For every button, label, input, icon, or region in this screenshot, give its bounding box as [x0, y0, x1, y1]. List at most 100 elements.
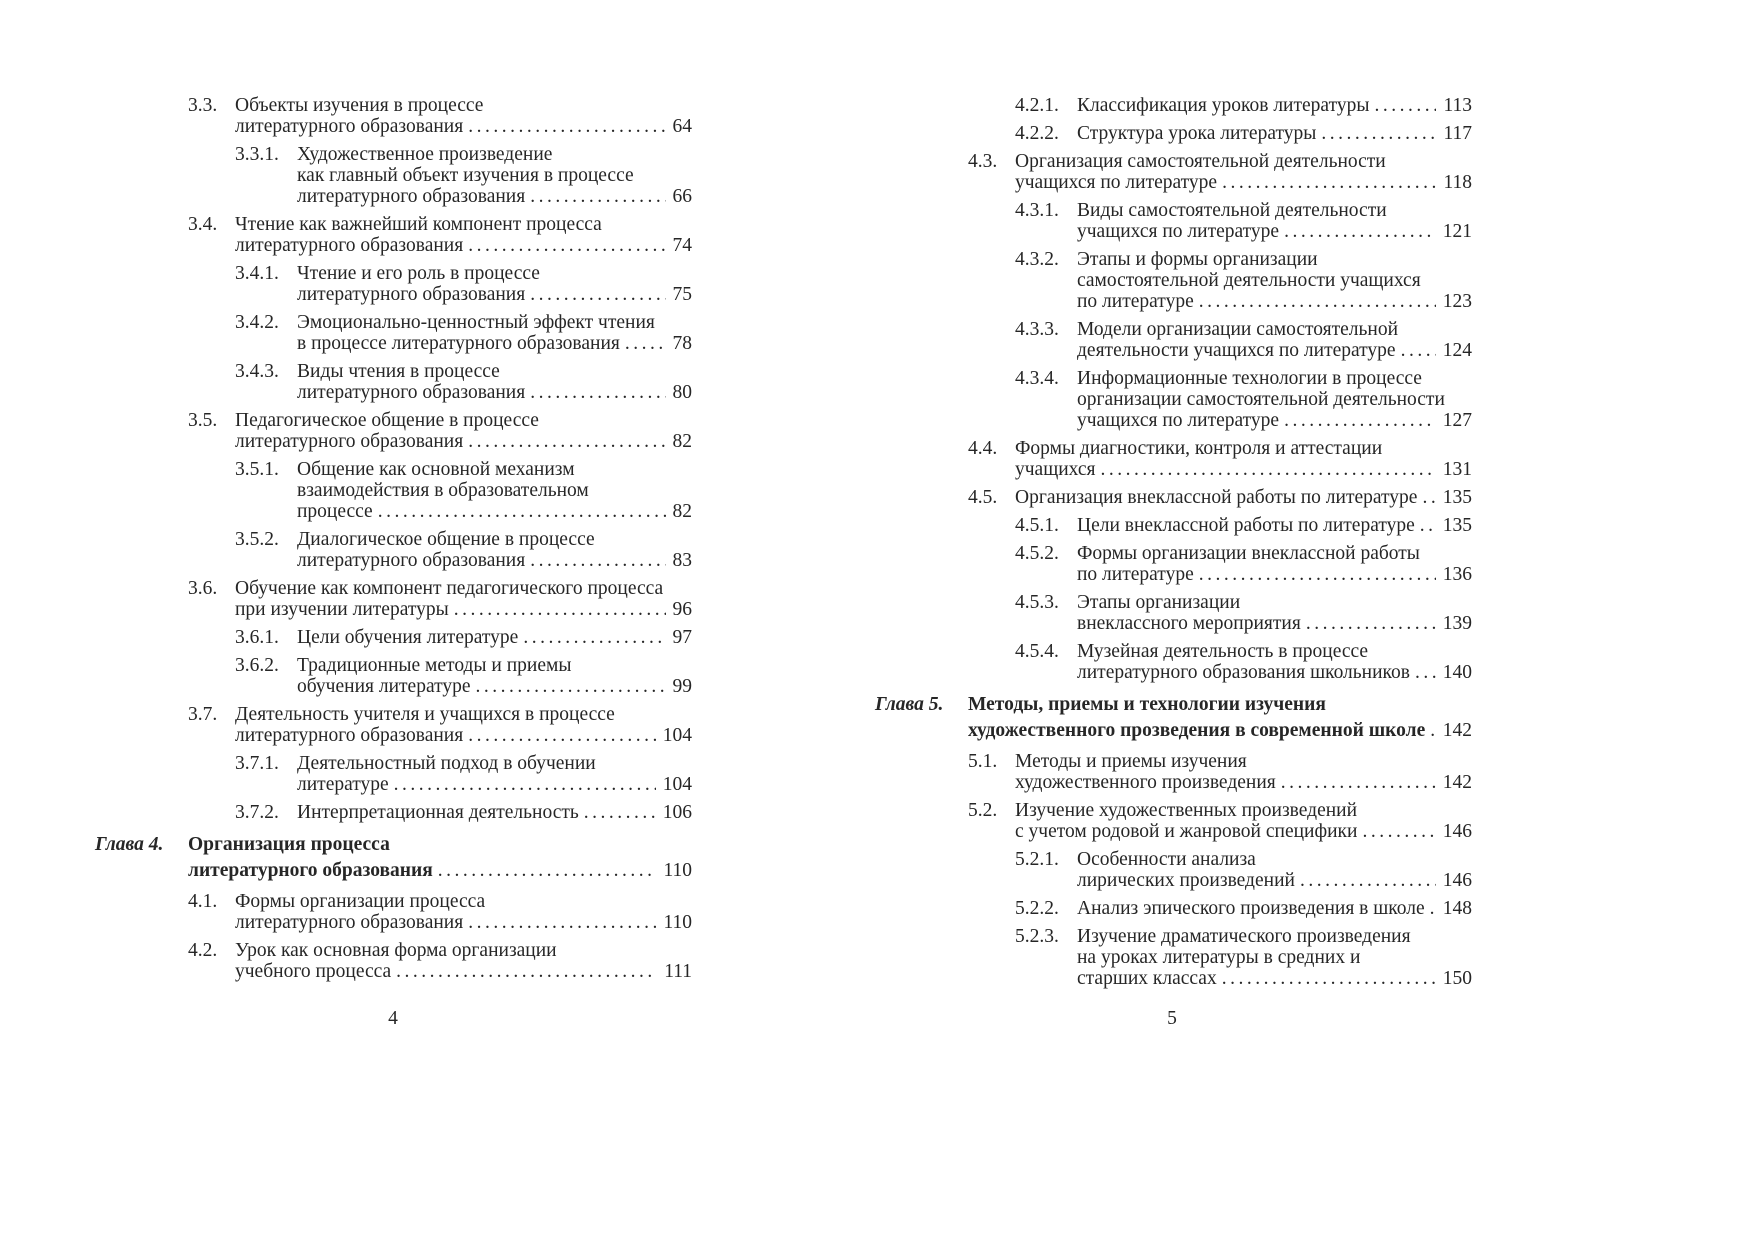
toc-entry-page: 83 [672, 550, 693, 571]
toc-entry: 4.3.3. Модели организации самостоятельной… [1015, 319, 1472, 361]
toc-entry: 3.7. Деятельность учителя и учащихся в пр… [188, 704, 692, 746]
toc-entry-title: Обучение как компонент педагогического п… [235, 578, 692, 620]
toc-entry-title-line: художественного произведения [1015, 772, 1276, 793]
toc-entry: 4.2.1. Классификация уроков литературы 113 [1015, 95, 1472, 116]
toc-entry-page: 82 [672, 501, 693, 522]
toc-entry-title-line: Обучение как компонент педагогического п… [235, 578, 664, 599]
toc-entry: 4.5.4. Музейная деятельность в процессе ли… [1015, 641, 1472, 683]
toc-entry: 3.7.2. Интерпретационная деятельность 106 [235, 802, 692, 823]
toc-entry-page: 106 [662, 802, 692, 823]
toc-entry-number: 3.5.1. [235, 459, 279, 480]
toc-entry-title: Художественное произведение как главный о… [297, 144, 692, 207]
toc-entry-number: 4.3.3. [1015, 319, 1059, 340]
toc-entry-page: 96 [672, 599, 693, 620]
toc-entry-title-line: Формы организации процесса [235, 891, 486, 912]
dot-leader [584, 802, 656, 823]
toc-entry-number: 3.3. [188, 95, 218, 116]
toc-entry-title-line: на уроках литературы в средних и [1077, 947, 1361, 968]
toc-entry-page: 146 [1442, 821, 1472, 842]
toc-entry-page: 142 [1442, 772, 1472, 793]
toc-entry-title-line: при изучении литературы [235, 599, 449, 620]
toc-entry-page: 140 [1442, 662, 1472, 683]
toc-entry-title-line: литературного образования [235, 116, 464, 137]
dot-leader [468, 235, 665, 256]
toc-entry: 4.5.2. Формы организации внеклассной рабо… [1015, 543, 1472, 585]
toc-entry-title-line: лирических произведений [1077, 870, 1295, 891]
toc-entry-title-line: Традиционные методы и приемы [297, 655, 572, 676]
toc-entry-number: 4.2. [188, 940, 218, 961]
toc-entry: 3.6.1. Цели обучения литературе 97 [235, 627, 692, 648]
toc-entry-title: Музейная деятельность в процессе литерату… [1077, 641, 1472, 683]
toc-entry-page: 74 [672, 235, 693, 256]
toc-entry-title-line: литературного образования школьников [1077, 662, 1410, 683]
toc-page-right: 4.2.1. Классификация уроков литературы 113… [875, 95, 1472, 996]
toc-entry-number: 4.5.2. [1015, 543, 1059, 564]
toc-entry-number: 4.5. [968, 487, 998, 508]
dot-leader [1281, 772, 1436, 793]
toc-entry: 4.5.3. Этапы организации внеклассного меро… [1015, 592, 1472, 634]
toc-entry-page: 135 [1442, 515, 1472, 536]
toc-entry-title-line: в процессе литературного образования [297, 333, 620, 354]
toc-entry-title-line: Диалогическое общение в процессе [297, 529, 595, 550]
toc-entry-title-line: Художественное произведение [297, 144, 553, 165]
toc-entry-page: 110 [663, 912, 692, 933]
toc-entry-page: 78 [672, 333, 693, 354]
toc-entry-title-line: процессе [297, 501, 373, 522]
toc-entry-title-line: Классификация уроков литературы [1077, 95, 1370, 116]
toc-entry-page: 142 [1442, 720, 1472, 741]
toc-entry-title-line: Чтение и его роль в процессе [297, 263, 540, 284]
toc-chapter-entry: Глава 5. Методы, приемы и технологии изуч… [875, 692, 1472, 744]
toc-entry-title: Особенности анализа лирических произведен… [1077, 849, 1472, 891]
toc-entry: 5.2.2. Анализ эпического произведения в ш… [1015, 898, 1472, 919]
toc-entry-number: 4.5.1. [1015, 515, 1059, 536]
toc-entry-title-line: художественного прозведения в современно… [968, 720, 1426, 741]
toc-entry-page: 148 [1442, 898, 1472, 919]
toc-entry: 3.4.1. Чтение и его роль в процессе литера… [235, 263, 692, 305]
toc-entry-title: Диалогическое общение в процессе литерату… [297, 529, 692, 571]
toc-entry-title: Организация самостоятельной деятельности… [1015, 151, 1472, 193]
toc-entry-page: 117 [1443, 123, 1472, 144]
dot-leader [1362, 821, 1435, 842]
toc-entry-title-line: Чтение как важнейший компонент процесса [235, 214, 602, 235]
toc-entry-title: Организация процесса литературного образо… [188, 832, 692, 884]
dot-leader [530, 382, 665, 403]
toc-entry-title-line: Эмоционально-ценностный эффект чтения [297, 312, 655, 333]
toc-chapter-label: Глава 5. [875, 694, 944, 715]
toc-entry: 5.1. Методы и приемы изучения художественн… [968, 751, 1472, 793]
toc-entry-title-line: литературного образования [297, 284, 526, 305]
toc-entry-title: Анализ эпического произведения в школе 14… [1077, 898, 1472, 919]
toc-entry: 3.4.2. Эмоционально-ценностный эффект чте… [235, 312, 692, 354]
toc-entry-title-line: Виды самостоятельной деятельности [1077, 200, 1387, 221]
dot-leader [1321, 123, 1436, 144]
dot-leader [438, 858, 657, 884]
toc-entry-title-line: учащихся по литературе [1077, 410, 1280, 431]
toc-entry-title-line: Этапы и формы организации [1077, 249, 1318, 270]
toc-entry: 3.6. Обучение как компонент педагогическо… [188, 578, 692, 620]
toc-entry-title-line: литературного образования [297, 550, 526, 571]
toc-entry-title: Урок как основная форма организации учебн… [235, 940, 692, 982]
toc-entry-title: Эмоционально-ценностный эффект чтения в п… [297, 312, 692, 354]
toc-entry-number: 4.1. [188, 891, 218, 912]
dot-leader [530, 550, 665, 571]
toc-entry-page: 135 [1442, 487, 1472, 508]
toc-entry: 5.2.1. Особенности анализа лирических прои… [1015, 849, 1472, 891]
toc-entry-page: 131 [1442, 459, 1472, 480]
toc-entry-title-line: с учетом родовой и жанровой специфики [1015, 821, 1358, 842]
toc-entry-title-line: Формы диагностики, контроля и аттестации [1015, 438, 1383, 459]
toc-entry-title-line: Деятельность учителя и учащихся в процес… [235, 704, 615, 725]
toc-entry: 3.5.2. Диалогическое общение в процессе ли… [235, 529, 692, 571]
page-number-footer: 5 [1167, 1008, 1177, 1029]
toc-chapter-entry: Глава 4. Организация процесса литературног… [95, 832, 692, 884]
toc-entry-title-line: Цели внеклассной работы по литературе [1077, 515, 1415, 536]
dot-leader [1199, 564, 1436, 585]
toc-page-left: 3.3. Объекты изучения в процессе литератур… [95, 95, 693, 989]
toc-entry-title: Методы, приемы и технологии изучения худо… [968, 692, 1472, 744]
toc-entry-title-line: Деятельностный подход в обучении [297, 753, 596, 774]
toc-entry-title-line: Цели обучения литературе [297, 627, 519, 648]
toc-entry-number: 4.3.4. [1015, 368, 1059, 389]
toc-entry-number: 4.2.1. [1015, 95, 1059, 116]
toc-entry-number: 5.2.1. [1015, 849, 1059, 870]
dot-leader [454, 599, 666, 620]
dot-leader [1222, 968, 1436, 989]
toc-entry-title: Чтение и его роль в процессе литературног… [297, 263, 692, 305]
